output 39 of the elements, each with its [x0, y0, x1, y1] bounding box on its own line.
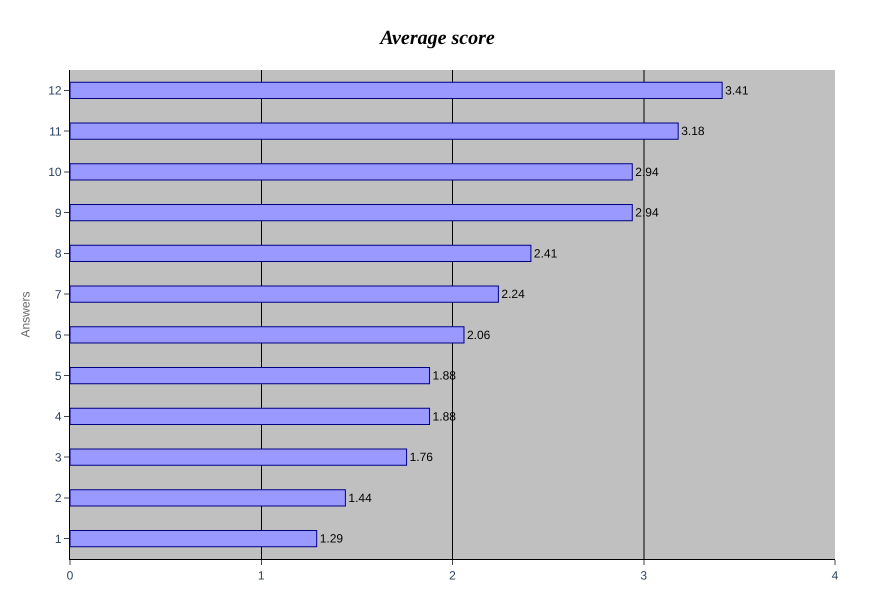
x-tick-label: 1 — [258, 568, 265, 582]
y-tick-label: 11 — [49, 124, 62, 138]
data-label: 1.29 — [320, 532, 344, 546]
data-label: 3.18 — [681, 124, 705, 138]
bar — [70, 122, 679, 140]
y-tick-label: 4 — [54, 410, 62, 424]
data-label: 2.06 — [466, 328, 491, 342]
data-label: 2.24 — [501, 287, 526, 302]
y-tick-label: 8 — [54, 246, 62, 261]
bar — [70, 326, 464, 344]
y-tick-label: 2 — [54, 491, 62, 506]
y-tick-label: 10 — [48, 165, 62, 180]
bar — [70, 204, 633, 222]
y-tick-label: 6 — [54, 328, 62, 342]
data-label: 2.41 — [534, 246, 558, 260]
data-label: 1.44 — [348, 490, 372, 505]
bar — [70, 448, 408, 466]
chart-title: Average score — [378, 26, 495, 49]
bar — [70, 244, 532, 262]
x-tick-label: 2 — [449, 568, 456, 582]
x-tick-label: 0 — [66, 568, 74, 582]
y-tick-label: 9 — [54, 206, 62, 220]
bar — [70, 489, 346, 507]
y-axis-title: Answers — [18, 291, 33, 338]
bar — [70, 530, 318, 548]
data-label: 1.76 — [410, 450, 434, 464]
data-label: 3.41 — [725, 83, 749, 98]
bar — [70, 163, 633, 181]
bar — [70, 408, 430, 426]
y-tick-label: 5 — [54, 368, 62, 383]
bar — [70, 82, 723, 100]
y-tick-label: 12 — [48, 84, 62, 98]
y-tick-label: 1 — [54, 532, 62, 546]
x-tick-label: 4 — [832, 568, 839, 582]
y-tick-label: 3 — [54, 450, 62, 464]
x-tick-label: 3 — [640, 568, 648, 582]
y-tick-label: 7 — [54, 287, 62, 302]
bar — [70, 285, 499, 303]
bar — [70, 366, 430, 384]
